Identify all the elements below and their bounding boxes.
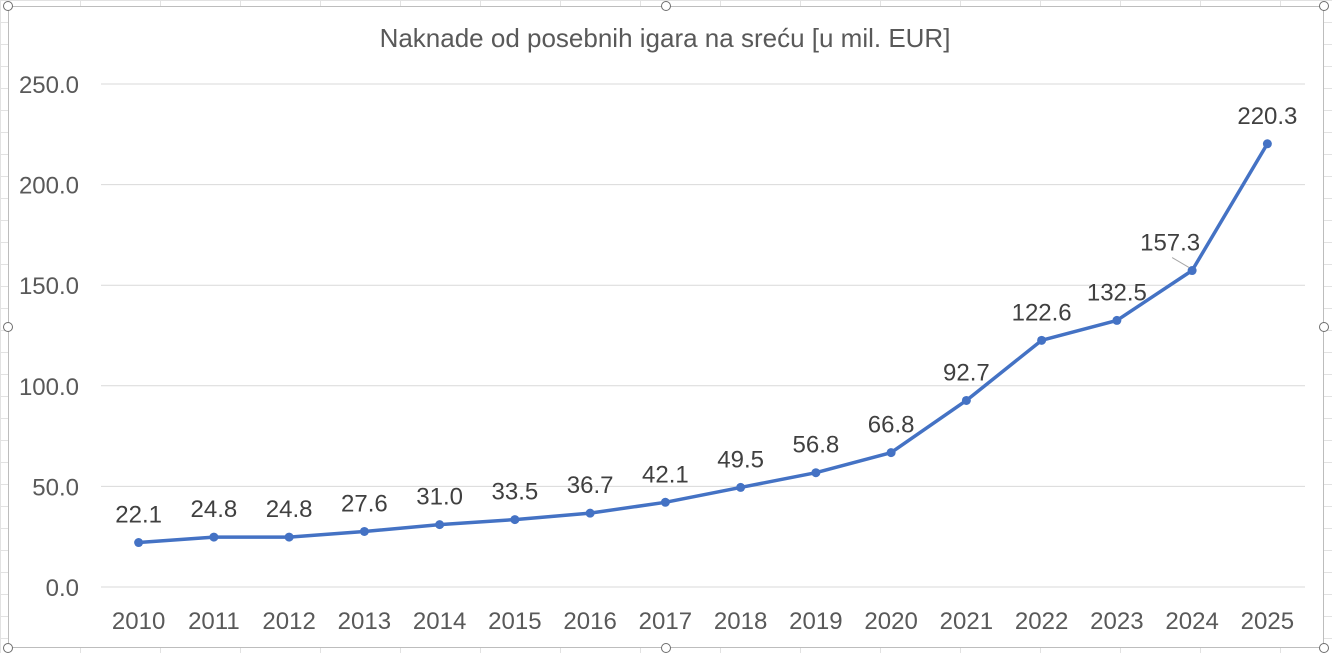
data-point — [660, 497, 670, 507]
y-tick-label: 100.0 — [19, 374, 79, 401]
resize-handle-middle-left[interactable] — [3, 322, 13, 332]
x-tick-label: 2022 — [1015, 608, 1068, 635]
data-point — [886, 448, 896, 458]
y-axis-tick-labels: 0.0 50.0 100.0 150.0 200.0 250.0 — [19, 72, 79, 602]
data-label: 33.5 — [492, 479, 539, 506]
resize-handle-bottom-left[interactable] — [3, 643, 13, 653]
y-tick-label: 0.0 — [46, 575, 79, 602]
data-label: 31.0 — [416, 484, 463, 511]
data-label: 122.6 — [1012, 299, 1072, 326]
x-tick-label: 2016 — [563, 608, 616, 635]
y-tick-label: 200.0 — [19, 173, 79, 200]
data-points — [134, 139, 1272, 548]
data-label: 36.7 — [567, 472, 614, 499]
x-axis-tick-labels: 2010 2011 2012 2013 2014 2015 2016 2017 2018 2019… — [112, 608, 1294, 635]
data-label-leader-line — [1171, 257, 1190, 268]
data-label: 42.1 — [642, 461, 689, 488]
data-point — [585, 508, 595, 518]
x-tick-label: 2025 — [1241, 608, 1294, 635]
resize-handle-middle-right[interactable] — [1319, 322, 1329, 332]
chart-area[interactable]: Naknade od posebnih igara na sreću [u mi… — [8, 6, 1324, 648]
x-tick-label: 2017 — [639, 608, 692, 635]
x-tick-label: 2018 — [714, 608, 767, 635]
data-label: 157.3 — [1140, 230, 1200, 257]
resize-handle-bottom-right[interactable] — [1319, 643, 1329, 653]
resize-handle-top-right[interactable] — [1319, 1, 1329, 11]
data-label: 24.8 — [191, 496, 238, 523]
series-line — [136, 142, 1270, 545]
x-tick-label: 2020 — [864, 608, 917, 635]
x-tick-label: 2019 — [789, 608, 842, 635]
data-labels: 22.1 24.8 24.8 27.6 31.0 33.5 36.7 42.1 49.5 56.8… — [115, 103, 1297, 529]
data-point — [1187, 266, 1197, 276]
data-point — [1037, 335, 1047, 345]
y-tick-label: 150.0 — [19, 273, 79, 300]
x-tick-label: 2021 — [940, 608, 993, 635]
data-label: 220.3 — [1237, 103, 1297, 130]
data-point — [1112, 315, 1122, 325]
gridlines — [101, 83, 1305, 588]
x-tick-label: 2012 — [262, 608, 315, 635]
y-tick-label: 250.0 — [19, 72, 79, 99]
data-label: 66.8 — [868, 412, 915, 439]
data-label: 132.5 — [1087, 279, 1147, 306]
data-label: 22.1 — [115, 502, 162, 529]
x-tick-label: 2015 — [488, 608, 541, 635]
x-tick-label: 2014 — [413, 608, 466, 635]
resize-handle-bottom-center[interactable] — [661, 643, 671, 653]
data-label: 56.8 — [793, 432, 840, 459]
data-point — [961, 395, 971, 405]
x-tick-label: 2011 — [188, 608, 240, 635]
data-point — [284, 532, 294, 542]
data-label: 27.6 — [341, 490, 388, 517]
y-tick-label: 50.0 — [32, 474, 79, 501]
data-label: 92.7 — [943, 359, 990, 386]
data-point — [209, 532, 219, 542]
series-line-layer — [136, 142, 1270, 545]
resize-handle-top-center[interactable] — [661, 1, 671, 11]
data-point — [736, 482, 746, 492]
data-point — [811, 468, 821, 478]
data-label: 49.5 — [717, 446, 764, 473]
data-point — [134, 538, 144, 548]
chart-title: Naknade od posebnih igara na sreću [u mi… — [380, 23, 951, 53]
data-point — [359, 526, 369, 536]
x-tick-label: 2024 — [1165, 608, 1218, 635]
line-chart: Naknade od posebnih igara na sreću [u mi… — [19, 23, 1305, 635]
data-point — [435, 520, 445, 530]
data-point — [1262, 139, 1272, 149]
data-label: 24.8 — [266, 496, 313, 523]
x-tick-label: 2023 — [1090, 608, 1143, 635]
x-tick-label: 2010 — [112, 608, 165, 635]
x-tick-label: 2013 — [338, 608, 391, 635]
data-point — [510, 515, 520, 525]
resize-handle-top-left[interactable] — [3, 1, 13, 11]
